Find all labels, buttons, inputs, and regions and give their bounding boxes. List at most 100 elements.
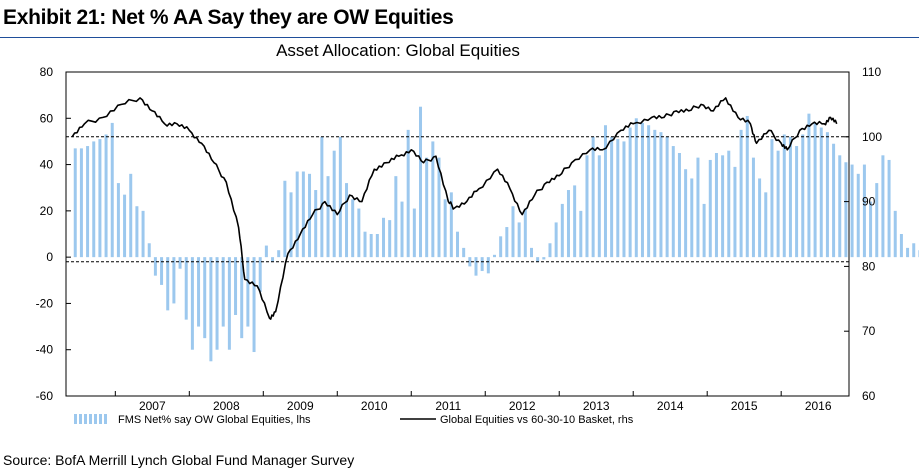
bar: [659, 132, 663, 258]
bar: [573, 185, 577, 258]
bar: [819, 127, 823, 258]
bar: [529, 247, 533, 258]
x-tick-label: 2007: [139, 399, 166, 413]
bar: [893, 210, 897, 258]
bar: [486, 257, 490, 274]
bar: [887, 159, 891, 258]
bar: [696, 157, 700, 258]
bar: [135, 206, 139, 258]
bar: [566, 190, 570, 258]
bar: [153, 257, 157, 276]
bar: [86, 146, 90, 258]
bar: [758, 178, 762, 258]
x-tick-label: 2015: [731, 399, 758, 413]
bar: [597, 155, 601, 258]
bar: [382, 217, 386, 258]
bar: [770, 139, 774, 258]
bar: [172, 257, 176, 304]
bar: [825, 132, 829, 258]
bar: [104, 134, 108, 258]
bar: [394, 176, 398, 258]
bar: [283, 180, 287, 258]
bar: [764, 192, 768, 258]
bar: [277, 250, 281, 258]
bar: [801, 134, 805, 258]
bar: [708, 159, 712, 258]
bar: [622, 141, 626, 258]
axes-layer: 80 60 40 20 0 -20 -40 -60 110 100 90 80 70 60 2007 2008…: [36, 65, 883, 413]
bar: [425, 157, 429, 258]
bar: [92, 141, 96, 258]
bar: [548, 243, 552, 258]
x-tick-label: 2012: [509, 399, 536, 413]
bar: [702, 203, 706, 258]
bar: [850, 164, 854, 258]
y-left-tick-label: 40: [40, 158, 54, 172]
legend-bar-swatch-bar: [79, 414, 82, 424]
y-right-tick-label: 70: [862, 324, 876, 338]
bar: [856, 173, 860, 258]
bar: [203, 257, 207, 339]
bar: [166, 257, 170, 311]
bar: [406, 129, 410, 258]
bar: [677, 153, 681, 258]
bar: [326, 176, 330, 258]
bar: [357, 208, 361, 258]
y-right-tick-label: 60: [862, 389, 876, 403]
bar: [832, 143, 836, 258]
bar: [147, 243, 151, 258]
bar: [258, 257, 262, 292]
bar: [332, 150, 336, 258]
legend-label-bars: FMS Net% say OW Global Equities, lhs: [118, 414, 311, 426]
plot-frame: [65, 71, 850, 397]
legend-bar-swatch-bar: [99, 414, 102, 424]
bar: [209, 257, 213, 362]
bar: [795, 146, 799, 258]
bar: [178, 257, 182, 269]
x-tick-label: 2011: [435, 399, 461, 413]
bar: [745, 115, 749, 258]
bar: [474, 257, 478, 276]
bar: [721, 155, 725, 258]
bar: [862, 164, 866, 258]
bar: [129, 173, 133, 258]
bar: [579, 210, 583, 258]
bar: [591, 136, 595, 258]
bar: [375, 234, 379, 258]
y-right-tick-label: 110: [862, 65, 881, 79]
bar: [449, 192, 453, 258]
title-rule: [0, 37, 919, 38]
bar: [511, 206, 515, 258]
y-left-tick-label: 0: [46, 250, 53, 264]
bar: [647, 125, 651, 258]
bar: [320, 136, 324, 258]
bar: [412, 208, 416, 258]
legend: FMS Net% say OW Global Equities, lhs Glo…: [74, 414, 634, 426]
bar: [875, 183, 879, 258]
bar: [227, 257, 231, 350]
bar: [906, 247, 910, 258]
legend-label-line: Global Equities vs 60-30-10 Basket, rhs: [440, 414, 634, 426]
bar: [739, 129, 743, 258]
x-tick-label: 2016: [805, 399, 832, 413]
bars-layer: [73, 106, 919, 362]
bar: [110, 122, 114, 258]
bar: [813, 122, 817, 258]
bar: [252, 257, 256, 353]
bar: [431, 141, 435, 258]
exhibit-title: Exhibit 21: Net % AA Say they are OW Equ…: [3, 6, 454, 29]
bar: [492, 254, 496, 258]
y-left-tick-label: -60: [36, 389, 54, 403]
legend-bar-swatch-bar: [94, 414, 97, 424]
bar: [881, 155, 885, 258]
legend-bar-swatch-bar: [84, 414, 87, 424]
bar: [517, 222, 521, 258]
bar: [246, 257, 250, 327]
bar: [912, 243, 916, 258]
y-right-tick-label: 100: [862, 130, 882, 144]
bar: [480, 257, 484, 272]
bar: [234, 257, 238, 315]
y-left-tick-label: -40: [36, 343, 54, 357]
bar: [468, 257, 472, 267]
